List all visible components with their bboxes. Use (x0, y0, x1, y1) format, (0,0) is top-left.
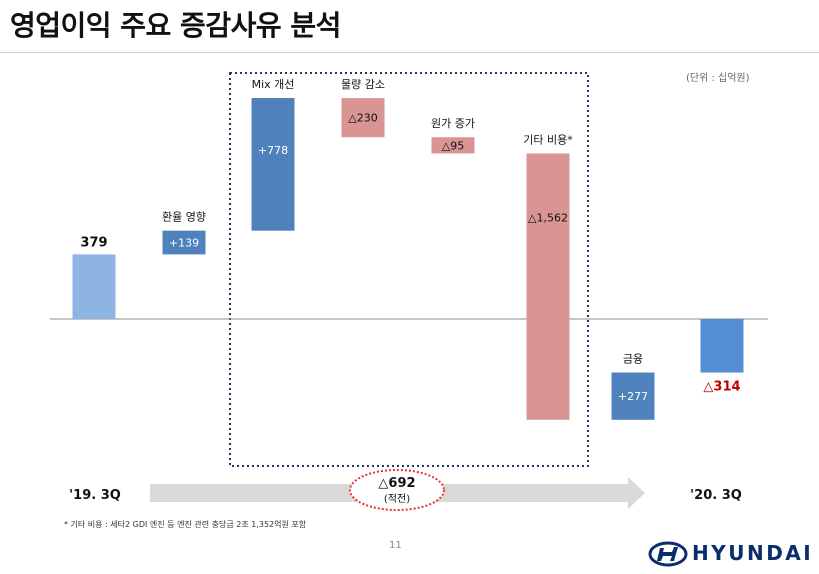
waterfall-bar (251, 98, 295, 231)
end-period-label: '20. 3Q (690, 488, 742, 503)
category-label: 원가 증가 (431, 117, 475, 130)
hyundai-logo-icon (648, 541, 688, 567)
waterfall-bar (341, 98, 385, 138)
category-label: 금융 (623, 353, 643, 366)
page-title: 영업이익 주요 증감사유 분석 (10, 9, 341, 42)
value-label: △230 (348, 112, 377, 125)
subtotal-ellipse (349, 469, 445, 511)
value-label: △1,562 (528, 211, 568, 224)
value-label: +277 (618, 390, 648, 403)
category-label: 물량 감소 (341, 78, 385, 91)
unit-label: (단위 : 십억원) (686, 73, 750, 84)
subtotal-box (229, 72, 589, 467)
category-label: 기타 비용* (523, 133, 573, 146)
waterfall-bar (72, 254, 116, 319)
category-label: Mix 개선 (252, 78, 295, 91)
footnote: * 기타 비용 : 세타2 GDI 엔진 등 엔진 관련 충당금 2조 1,35… (64, 520, 307, 529)
value-label: +139 (169, 237, 199, 250)
waterfall-bar (526, 153, 570, 420)
waterfall-bar (162, 230, 206, 255)
subtotal-note: (적전) (384, 493, 410, 505)
start-period-label: '19. 3Q (69, 488, 121, 503)
value-label: +778 (258, 144, 288, 157)
brand-name: HYUNDAI (692, 541, 814, 565)
page-number: 11 (389, 540, 402, 551)
title-divider (0, 52, 819, 53)
waterfall-bar (611, 372, 655, 420)
waterfall-bar (700, 319, 744, 373)
value-label: △314 (703, 380, 740, 395)
waterfall-bar (431, 137, 475, 154)
category-label: 환율 영향 (162, 211, 206, 224)
brand-logo: HYUNDAI (648, 540, 813, 568)
value-label: 379 (80, 235, 107, 250)
value-label: △95 (442, 139, 464, 152)
subtotal-value: △692 (378, 476, 415, 491)
